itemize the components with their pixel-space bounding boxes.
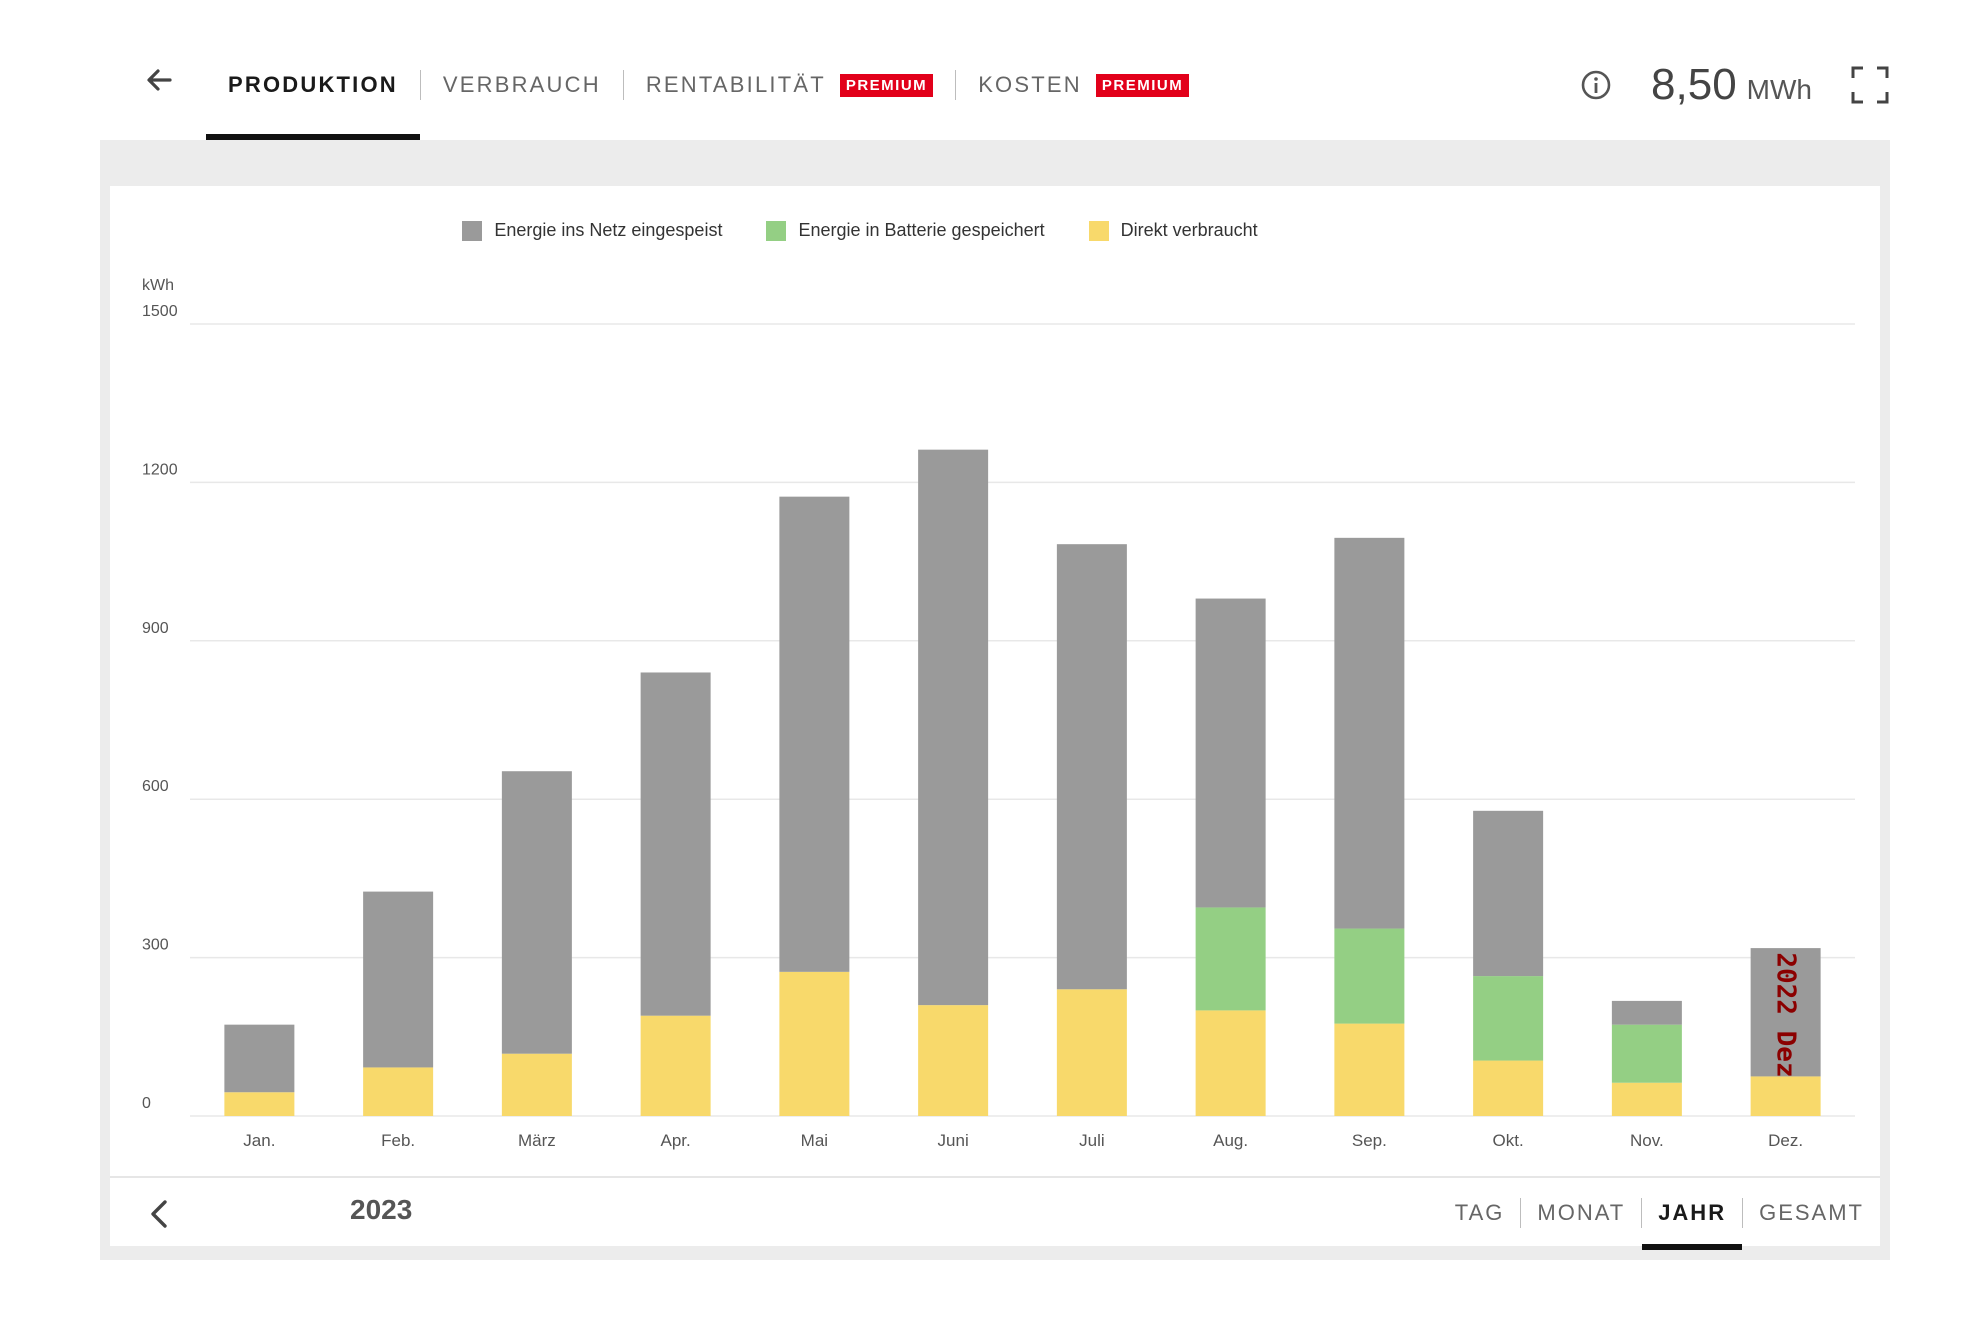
bar-segment [779, 971, 850, 1116]
legend-swatch-direct [1088, 220, 1109, 241]
chart-card: Energie ins Netz eingespeist Energie in … [110, 186, 1880, 1250]
tab-label: PRODUKTION [228, 72, 398, 97]
premium-badge: PREMIUM [839, 73, 934, 97]
bar-segment [1611, 1000, 1682, 1025]
tab-divider [1641, 1198, 1643, 1228]
total-production-value: 8,50 [1651, 60, 1737, 109]
x-tick-label: Okt. [1493, 1131, 1524, 1150]
tab-kosten[interactable]: KOSTEN PREMIUM [956, 30, 1211, 140]
tab-rentabilitaet[interactable]: RENTABILITÄT PREMIUM [624, 30, 955, 140]
tab-verbrauch[interactable]: VERBRAUCH [421, 30, 623, 140]
fullscreen-icon[interactable] [1850, 65, 1890, 105]
x-tick-label: Aug. [1213, 1131, 1248, 1150]
x-tick-label: Mai [801, 1131, 828, 1150]
bar-segment [1056, 989, 1127, 1116]
period-label: MONAT [1537, 1200, 1626, 1225]
bar-segment [501, 1053, 572, 1116]
total-production-unit: MWh [1746, 74, 1812, 105]
bar-segment [1750, 1076, 1821, 1116]
legend-item-grid[interactable]: Energie ins Netz eingespeist [462, 220, 722, 241]
legend-item-direct[interactable]: Direkt verbraucht [1088, 220, 1258, 241]
selected-year: 2023 [350, 1194, 413, 1225]
x-tick-label: März [518, 1131, 556, 1150]
view-tabs: PRODUKTION VERBRAUCH RENTABILITÄT PREMIU… [206, 30, 1211, 140]
tab-monat[interactable]: MONAT [1521, 1178, 1641, 1248]
tab-label: VERBRAUCH [442, 72, 601, 97]
tab-jahr[interactable]: JAHR [1642, 1178, 1743, 1250]
period-tabs: TAG MONAT JAHR GESAMT [1439, 1178, 1880, 1250]
tab-divider [1520, 1198, 1522, 1228]
stacked-bar-chart: kWh 0 300 600 900 1200 1500 Jan. Feb. März Apr. Mai… [142, 277, 1855, 1150]
x-tick-label: Sep. [1352, 1131, 1387, 1150]
legend-label: Energie ins Netz eingespeist [494, 220, 723, 240]
x-tick-label: Juli [1079, 1131, 1105, 1150]
bar-segment [1334, 1023, 1405, 1116]
info-icon[interactable] [1579, 68, 1613, 102]
chart-legend: Energie ins Netz eingespeist Energie in … [110, 220, 1610, 241]
tab-divider [622, 70, 624, 100]
x-tick-label: Feb. [381, 1131, 415, 1150]
y-tick-label: 300 [142, 937, 169, 954]
bar-segment [640, 1015, 711, 1116]
tab-label: KOSTEN [978, 72, 1082, 97]
legend-swatch-battery [766, 220, 787, 241]
y-tick-label: 0 [142, 1095, 151, 1112]
tab-divider [955, 70, 957, 100]
legend-label: Energie in Batterie gespeichert [798, 220, 1045, 240]
bar-segment [1611, 1024, 1682, 1083]
bar-segment [1473, 810, 1544, 977]
header-tools: 8,50 MWh [1579, 30, 1890, 140]
bar-segment [1473, 1060, 1544, 1116]
period-bar: 2023 TAG MONAT JAHR GESAMT [110, 1176, 1880, 1250]
legend-label: Direkt verbraucht [1120, 220, 1258, 240]
x-tick-label: Nov. [1630, 1131, 1664, 1150]
bar-segment [1334, 537, 1405, 929]
previous-period-chevron-icon[interactable] [140, 1194, 180, 1234]
bar-segment [1473, 976, 1544, 1061]
bar-segment [640, 672, 711, 1016]
y-tick-label: 600 [142, 778, 169, 795]
bar-annotation: 2022 Dez [1771, 952, 1801, 1077]
bar-segment [1611, 1082, 1682, 1116]
bar-segment [1195, 1010, 1266, 1116]
bar-segment [1056, 544, 1127, 990]
bar-segment [1750, 948, 1821, 1077]
top-nav-bar: PRODUKTION VERBRAUCH RENTABILITÄT PREMIU… [100, 30, 1890, 140]
x-tick-label: Apr. [661, 1131, 691, 1150]
tab-divider [419, 70, 421, 100]
bar-segment [918, 1005, 989, 1116]
legend-swatch-grid [462, 220, 483, 241]
back-arrow-icon[interactable] [140, 60, 180, 100]
tab-produktion[interactable]: PRODUKTION [206, 30, 420, 140]
period-label: TAG [1454, 1200, 1505, 1225]
y-tick-label: 1500 [142, 303, 178, 320]
x-tick-label: Jan. [243, 1131, 275, 1150]
legend-item-battery[interactable]: Energie in Batterie gespeichert [766, 220, 1045, 241]
bar-segment [1195, 598, 1266, 908]
bar-segment [363, 1067, 434, 1116]
period-label: JAHR [1658, 1200, 1727, 1225]
tab-label: RENTABILITÄT [645, 72, 826, 97]
tab-divider [1742, 1198, 1744, 1228]
bar-segment [1195, 907, 1266, 1011]
chart-panel: Energie ins Netz eingespeist Energie in … [100, 140, 1890, 1260]
y-tick-label: 900 [142, 620, 169, 637]
bar-segment [363, 891, 434, 1068]
premium-badge: PREMIUM [1095, 73, 1190, 97]
y-axis-unit: kWh [142, 277, 174, 294]
bar-segment [1334, 928, 1405, 1024]
bar-segment [918, 449, 989, 1006]
x-tick-label: Dez. [1768, 1131, 1803, 1150]
y-tick-label: 1200 [142, 461, 178, 478]
bar-segment [224, 1092, 295, 1116]
bar-segment [224, 1024, 295, 1093]
tab-tag[interactable]: TAG [1439, 1178, 1521, 1248]
bar-segment [779, 496, 850, 972]
bar-segment [501, 771, 572, 1054]
x-tick-label: Juni [938, 1131, 969, 1150]
tab-gesamt[interactable]: GESAMT [1743, 1178, 1880, 1248]
period-label: GESAMT [1759, 1200, 1864, 1225]
